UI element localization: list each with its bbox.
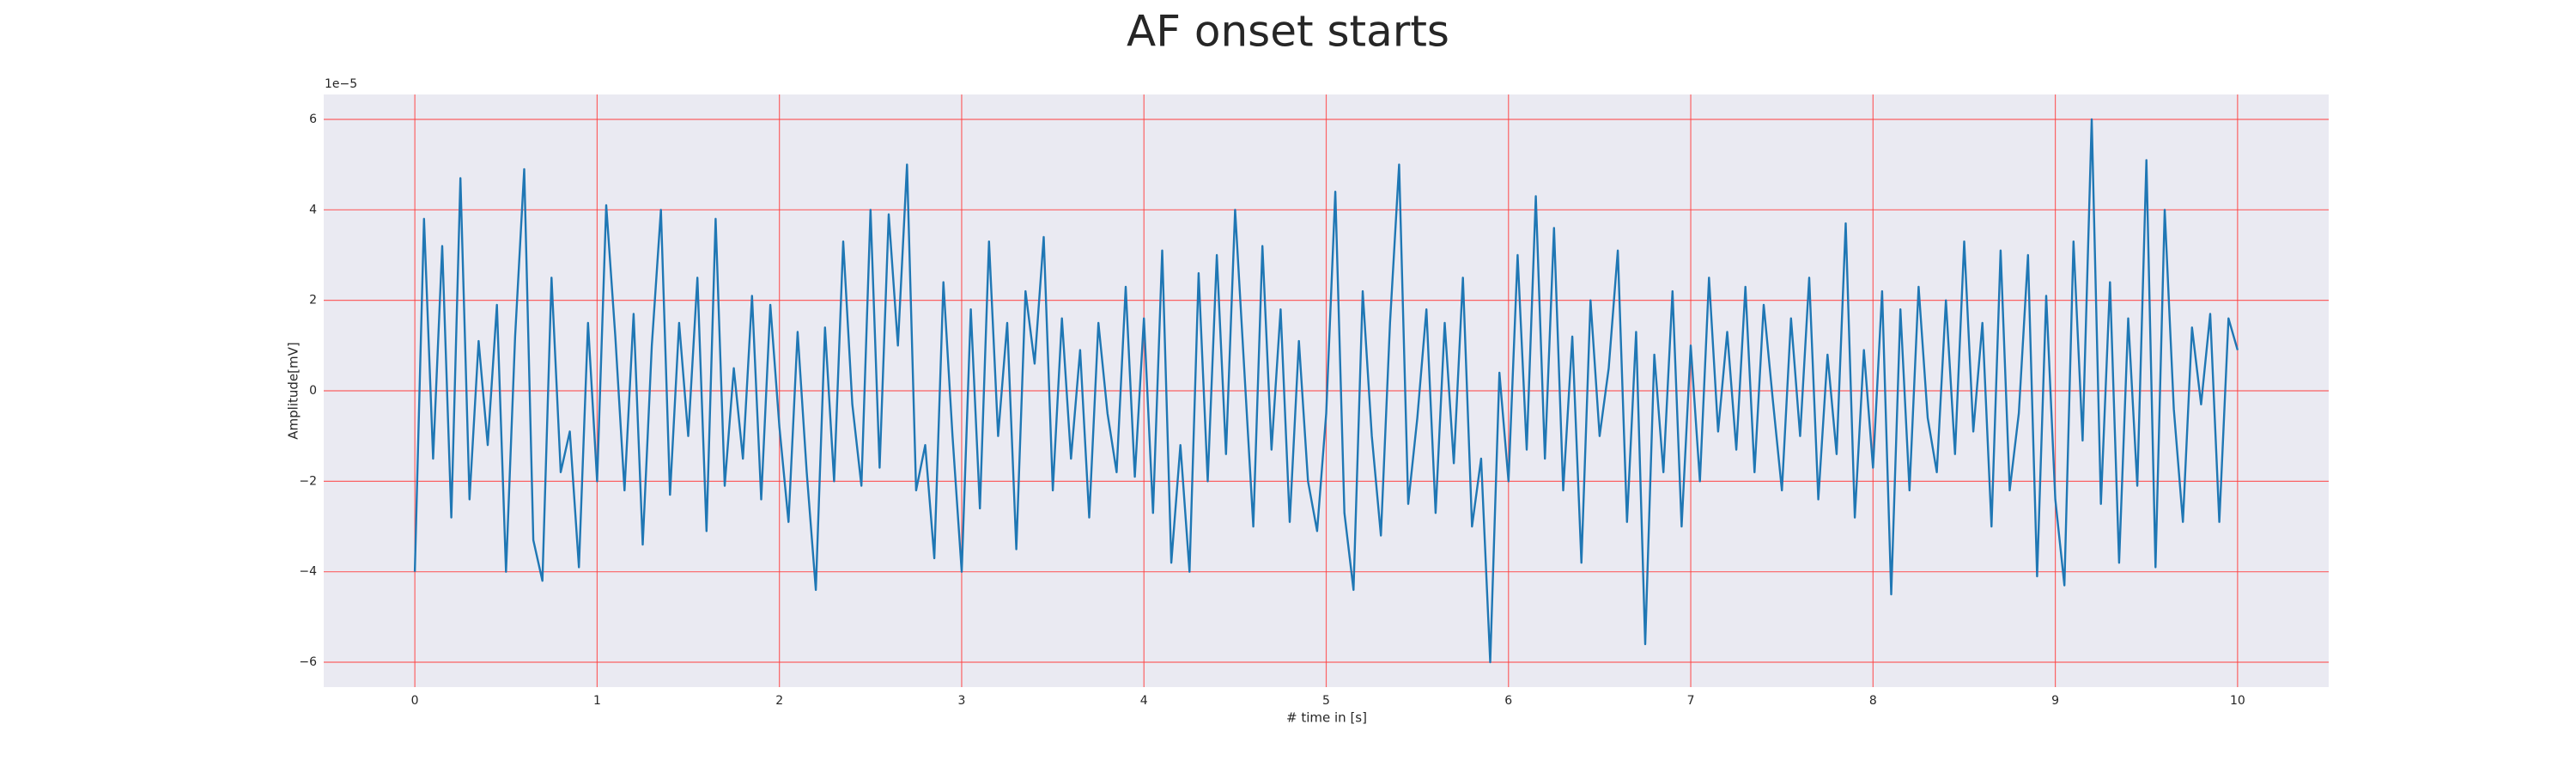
x-tick-label: 0 bbox=[411, 694, 419, 708]
y-tick-label: −2 bbox=[299, 474, 317, 488]
x-tick-label: 2 bbox=[775, 694, 783, 708]
y-tick-label: −4 bbox=[299, 565, 317, 579]
y-tick-label: 0 bbox=[309, 384, 317, 398]
x-tick-label: 7 bbox=[1687, 694, 1695, 708]
x-tick-label: 1 bbox=[593, 694, 601, 708]
y-tick-label: 4 bbox=[309, 203, 317, 216]
y-tick-label: −6 bbox=[299, 655, 317, 669]
y-axis-label: Amplitude[mV] bbox=[286, 342, 301, 439]
y-offset-label: 1e−5 bbox=[325, 77, 357, 91]
x-tick-label: 5 bbox=[1322, 694, 1330, 708]
signal-line bbox=[413, 118, 2239, 664]
x-tick-label: 8 bbox=[1869, 694, 1877, 708]
x-tick-label: 4 bbox=[1140, 694, 1148, 708]
y-tick-label: 2 bbox=[309, 294, 317, 307]
y-tick-label: 6 bbox=[309, 113, 317, 126]
x-tick-label: 9 bbox=[2051, 694, 2059, 708]
x-axis-label: # time in [s] bbox=[1286, 710, 1367, 726]
x-tick-label: 10 bbox=[2230, 694, 2245, 708]
chart-title: AF onset starts bbox=[1127, 7, 1449, 57]
x-tick-label: 6 bbox=[1504, 694, 1512, 708]
x-tick-label: 3 bbox=[957, 694, 965, 708]
